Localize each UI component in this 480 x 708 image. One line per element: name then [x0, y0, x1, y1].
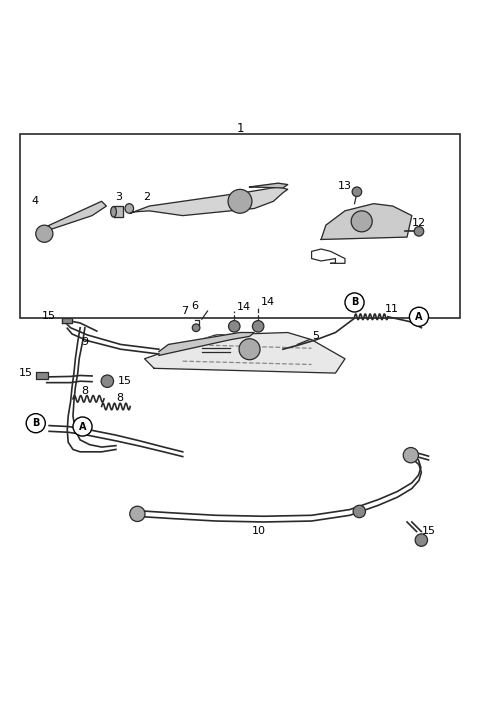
- Text: B: B: [32, 418, 39, 428]
- Circle shape: [228, 189, 252, 213]
- Polygon shape: [321, 204, 412, 239]
- Polygon shape: [130, 187, 288, 216]
- Circle shape: [252, 321, 264, 332]
- Circle shape: [130, 506, 145, 522]
- Ellipse shape: [111, 207, 116, 217]
- Circle shape: [239, 338, 260, 360]
- Text: 14: 14: [261, 297, 275, 307]
- Polygon shape: [159, 333, 254, 355]
- Text: 12: 12: [412, 218, 426, 228]
- Circle shape: [414, 227, 424, 236]
- Polygon shape: [250, 183, 288, 188]
- Bar: [36, 372, 48, 379]
- Circle shape: [36, 225, 53, 242]
- Text: A: A: [415, 312, 423, 321]
- Text: A: A: [79, 421, 86, 432]
- Circle shape: [351, 211, 372, 232]
- Circle shape: [228, 321, 240, 332]
- Circle shape: [73, 417, 92, 436]
- Ellipse shape: [125, 204, 133, 213]
- Polygon shape: [62, 318, 72, 324]
- Text: 11: 11: [385, 304, 399, 314]
- Text: B: B: [351, 297, 358, 307]
- Circle shape: [101, 375, 114, 387]
- Circle shape: [415, 534, 428, 547]
- Circle shape: [403, 447, 419, 463]
- Text: 6: 6: [191, 302, 198, 312]
- Text: 1: 1: [236, 122, 244, 135]
- Text: 8: 8: [116, 393, 123, 403]
- Circle shape: [409, 307, 429, 326]
- Text: 14: 14: [237, 302, 251, 312]
- Polygon shape: [39, 201, 107, 237]
- Circle shape: [345, 293, 364, 312]
- Polygon shape: [144, 333, 345, 373]
- Circle shape: [353, 506, 365, 518]
- Text: 10: 10: [252, 525, 266, 535]
- Text: 15: 15: [421, 525, 435, 535]
- Text: 9: 9: [81, 337, 88, 347]
- Circle shape: [26, 413, 45, 433]
- Polygon shape: [114, 206, 123, 217]
- Text: 13: 13: [338, 181, 352, 191]
- Text: 7: 7: [181, 306, 189, 316]
- Text: 15: 15: [118, 376, 132, 386]
- Circle shape: [192, 324, 200, 331]
- Bar: [21, 135, 459, 318]
- Text: 4: 4: [31, 196, 38, 206]
- Text: 2: 2: [144, 193, 151, 202]
- Text: 3: 3: [115, 193, 122, 202]
- Text: 5: 5: [312, 331, 319, 341]
- Text: 15: 15: [19, 368, 33, 378]
- Circle shape: [352, 187, 362, 197]
- Text: 15: 15: [42, 311, 56, 321]
- Text: 8: 8: [81, 386, 88, 396]
